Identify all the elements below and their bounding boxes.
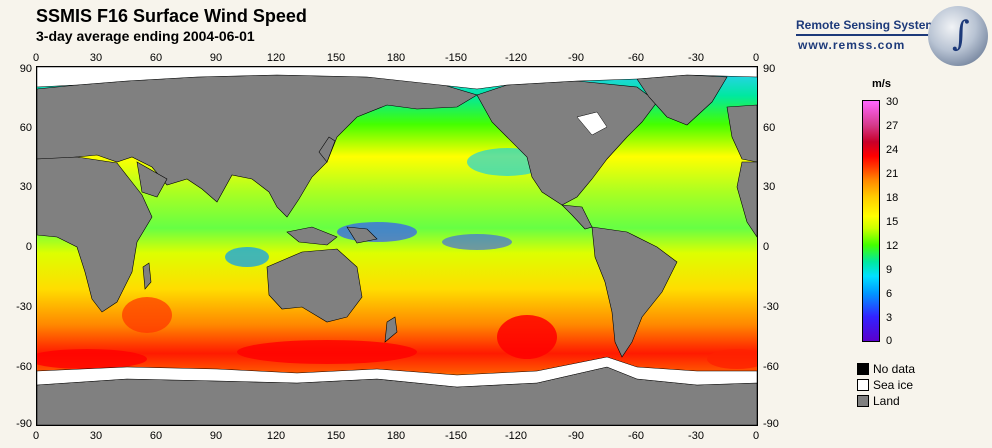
brand-url: www.remss.com	[798, 38, 905, 52]
lat-tick-label: 90	[2, 63, 32, 75]
colorbar-tick-label: 9	[886, 264, 892, 276]
low-wind-patch	[225, 247, 269, 267]
lat-tick-label: -90	[2, 418, 32, 430]
lat-tick-label: 0	[763, 241, 769, 253]
lon-tick-label: 90	[210, 52, 222, 64]
brand-name: Remote Sensing Systems	[796, 18, 943, 32]
high-wind-patch	[497, 315, 557, 359]
lon-tick-label: 180	[387, 52, 405, 64]
legend-label: Sea ice	[873, 378, 913, 392]
lat-tick-label: -30	[763, 301, 779, 313]
lon-tick-label: -90	[568, 430, 584, 442]
lon-tick-label: -30	[688, 52, 704, 64]
lon-tick-label: -60	[628, 430, 644, 442]
no-data-swatch	[857, 363, 869, 375]
lat-tick-label: -30	[2, 301, 32, 313]
lon-tick-label: 120	[267, 430, 285, 442]
lon-tick-label: -90	[568, 52, 584, 64]
colorbar-tick-label: 21	[886, 168, 898, 180]
lon-tick-label: 0	[753, 52, 759, 64]
lon-tick-label: 30	[90, 430, 102, 442]
map-title: SSMIS F16 Surface Wind Speed	[36, 6, 307, 27]
colorbar-tick-label: 24	[886, 144, 898, 156]
lon-tick-label: 0	[753, 430, 759, 442]
lat-tick-label: 30	[2, 181, 32, 193]
lon-tick-label: -120	[505, 430, 527, 442]
lon-tick-label: -120	[505, 52, 527, 64]
lon-tick-label: 90	[210, 430, 222, 442]
lon-tick-label: -150	[445, 430, 467, 442]
high-wind-patch	[122, 297, 172, 333]
lat-tick-label: 60	[763, 122, 775, 134]
lon-tick-label: 120	[267, 52, 285, 64]
lon-tick-label: 60	[150, 52, 162, 64]
colorbar-tick-label: 0	[886, 335, 892, 347]
lon-tick-label: 0	[33, 430, 39, 442]
lat-tick-label: 30	[763, 181, 775, 193]
brand-logo-mark-icon: ∫	[952, 14, 970, 54]
lon-tick-label: 60	[150, 430, 162, 442]
colorbar-unit: m/s	[872, 78, 891, 90]
colorbar-tick-label: 3	[886, 312, 892, 324]
lon-tick-label: -150	[445, 52, 467, 64]
lon-tick-label: -60	[628, 52, 644, 64]
lon-tick-label: 180	[387, 430, 405, 442]
colorbar-tick-label: 15	[886, 216, 898, 228]
map-subtitle: 3-day average ending 2004-06-01	[36, 28, 255, 44]
colorbar-tick-label: 27	[886, 120, 898, 132]
lon-tick-label: 150	[327, 52, 345, 64]
low-wind-patch	[442, 234, 512, 250]
high-wind-patch	[237, 340, 417, 364]
colorbar	[862, 100, 880, 342]
lon-tick-label: 150	[327, 430, 345, 442]
lat-tick-label: -90	[763, 418, 779, 430]
sea-ice-swatch	[857, 379, 869, 391]
colorbar-tick-label: 30	[886, 96, 898, 108]
legend-label: No data	[873, 362, 915, 376]
lat-tick-label: -60	[2, 361, 32, 373]
lat-tick-label: -60	[763, 361, 779, 373]
lat-tick-label: 90	[763, 63, 775, 75]
lon-tick-label: 0	[33, 52, 39, 64]
colorbar-tick-label: 18	[886, 192, 898, 204]
lon-tick-label: -30	[688, 430, 704, 442]
lon-tick-label: 30	[90, 52, 102, 64]
lat-tick-label: 60	[2, 122, 32, 134]
brand-underline	[796, 34, 946, 36]
lat-tick-label: 0	[2, 241, 32, 253]
wind-speed-map	[36, 66, 758, 426]
land-swatch	[857, 395, 869, 407]
wind-speed-map-svg	[37, 67, 757, 425]
colorbar-tick-label: 12	[886, 240, 898, 252]
colorbar-tick-label: 6	[886, 288, 892, 300]
legend-label: Land	[873, 394, 900, 408]
